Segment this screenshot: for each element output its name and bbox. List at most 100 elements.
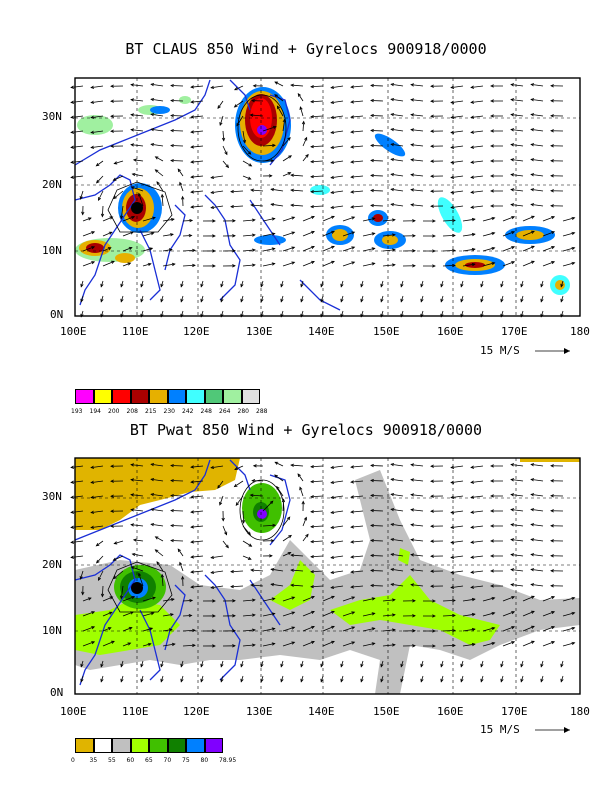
wind-vector [120,280,124,287]
wind-vector-head [150,232,155,236]
wind-vector-head [90,115,95,119]
wind-vector [342,261,355,267]
wind-vector-head [120,298,124,303]
wind-vector [462,218,475,222]
wind-vector [155,169,164,177]
wind-vector-head [390,202,395,207]
wind-vector-head [330,160,335,165]
wind-vector [442,249,456,252]
wind-vector-head [170,98,174,103]
wind-vector-head [91,261,96,265]
wind-vector-head [530,158,535,162]
wind-vector-head [550,159,554,163]
wind-vector-head [500,298,504,303]
wind-vector-head [190,85,195,89]
panel1-ytick-0n: 0N [50,308,64,321]
wind-vector-head [410,113,415,117]
wind-vector [282,246,295,252]
wind-vector-head [531,245,535,249]
wind-vector [502,261,515,267]
wind-vector [219,115,224,126]
wind-vector [142,217,156,222]
wind-vector-head [550,84,554,88]
wind-vector [310,160,324,163]
wind-vector-head [311,230,315,234]
wind-vector [420,295,424,302]
wind-vector [91,115,104,119]
panel2-xtick-160e: 160E [437,705,464,718]
wind-vector-head [200,283,204,288]
wind-vector [162,249,172,252]
wind-vector [155,156,164,162]
wind-vector [500,295,504,302]
wind-vector [140,280,144,287]
wind-vector-head [300,283,304,288]
wind-vector-head [350,205,355,209]
wind-vector-head [310,159,314,164]
wind-vector [391,173,404,177]
wind-vector [380,280,384,287]
wind-vector [131,129,144,132]
wind-vector [291,204,304,207]
wind-vector-head [410,203,415,207]
wind-vector [411,159,424,162]
panel2-ytick-0n: 0N [50,686,64,699]
wind-vector-head [452,233,456,238]
wind-vector [331,175,344,179]
wind-vector [191,190,204,193]
wind-vector-head [330,175,335,180]
panel2-xtick-110e: 110E [122,705,149,718]
wind-vector [114,160,124,164]
wind-vector [234,85,244,91]
wind-vector-head [470,115,475,119]
wind-vector [500,280,504,287]
wind-vector-head [271,247,276,251]
wind-vector-head [560,313,564,318]
wind-vector [82,261,95,267]
wind-vector [411,144,424,147]
wind-vector-head [91,231,96,235]
wind-vector-head [320,298,324,303]
wind-vector [310,175,324,178]
wind-vector-head [390,187,395,192]
wind-vector-head [248,163,253,167]
wind-vector-head [130,113,135,117]
wind-vector-head [550,189,554,193]
panel1-xtick-100e: 100E [60,325,87,338]
wind-vector-head [310,189,314,194]
wind-vector-head [70,115,75,119]
wind-vector [242,145,251,155]
wind-vector-head [150,112,155,117]
wind-vector [522,230,535,237]
legend-label: 194 [89,408,101,415]
wind-vector-head [432,264,436,268]
wind-vector-head [242,139,247,144]
wind-vector-head [490,114,494,118]
wind-vector [310,145,324,148]
wind-vector [391,113,404,117]
legend-swatch [149,389,168,404]
wind-vector [138,193,144,207]
wind-vector [382,219,395,222]
wind-vector-head [330,100,335,105]
panel2-xtick-140e: 140E [308,705,335,718]
wind-vector [331,115,344,119]
wind-vector-head [80,298,84,303]
wind-vector [310,85,324,88]
wind-vector [242,160,252,167]
panel2-xtick-100e: 100E [60,705,87,718]
wind-vector-head [371,217,376,221]
wind-vector [322,216,335,222]
wind-vector-head [440,298,444,303]
wind-vector [370,85,384,87]
wind-vector [260,280,264,287]
wind-vector [80,295,84,302]
wind-vector [280,295,284,302]
wind-vector [542,261,555,267]
wind-vector-head [130,98,135,102]
wind-vector-head [268,174,273,178]
wind-vector [191,115,204,118]
wind-vector-head [180,283,184,288]
legend-swatch [167,738,186,753]
wind-vector-head [440,283,444,288]
